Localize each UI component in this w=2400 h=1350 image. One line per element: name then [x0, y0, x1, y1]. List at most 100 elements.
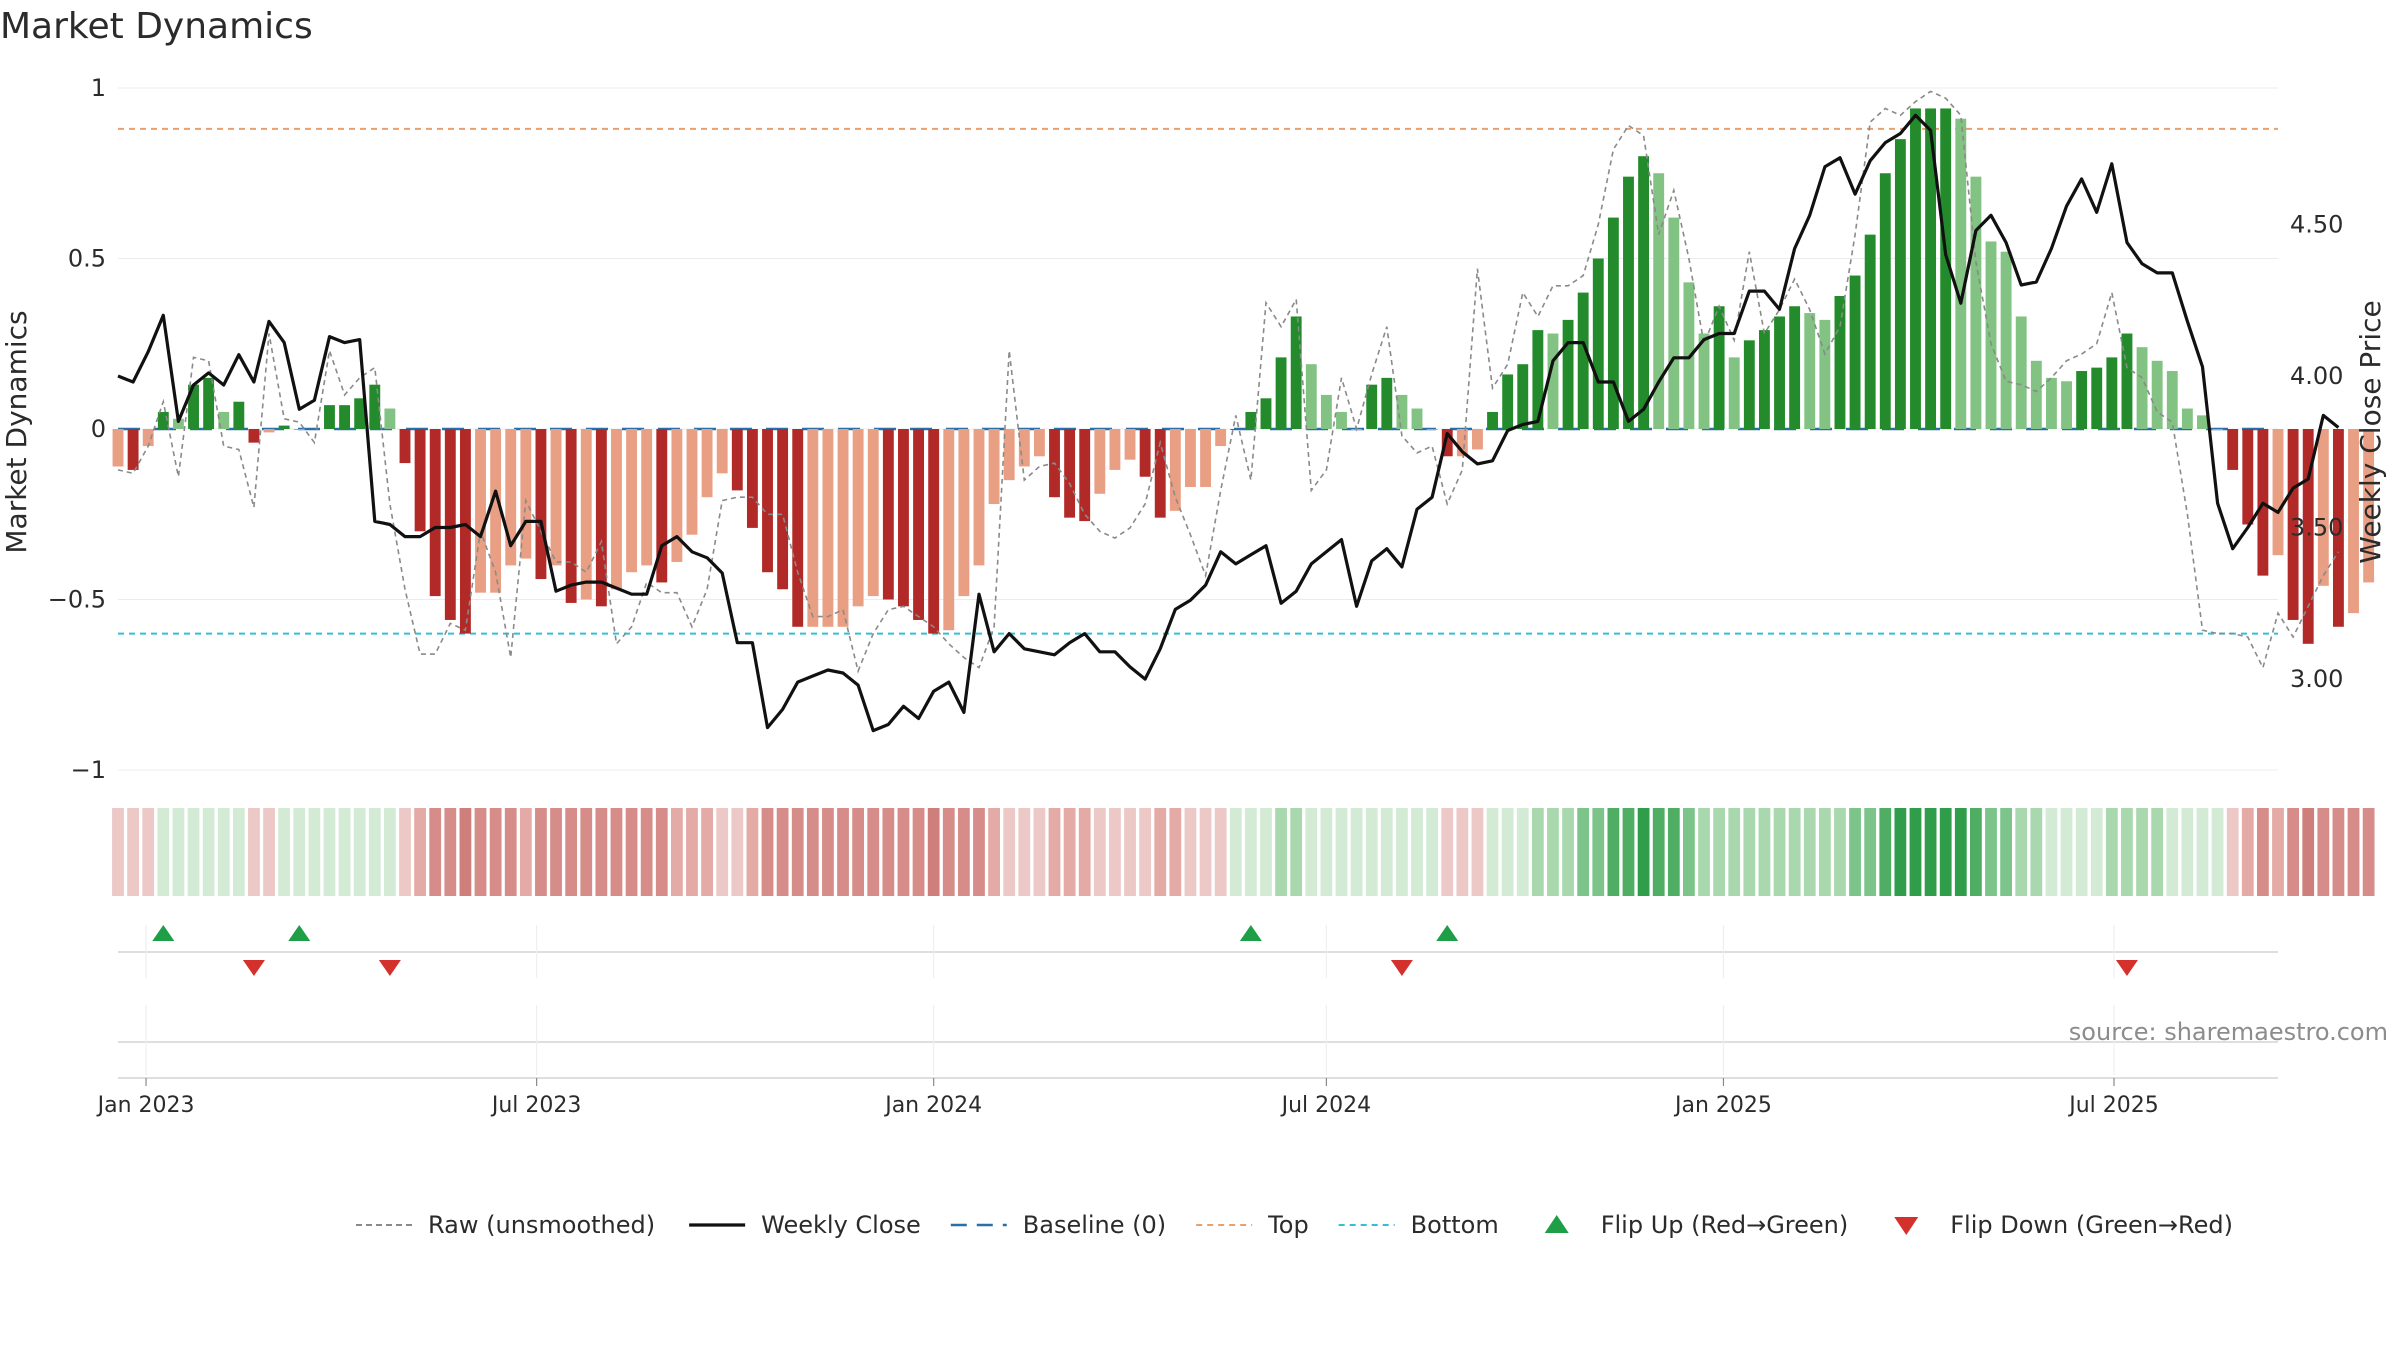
bar — [475, 429, 486, 593]
bar — [1517, 364, 1529, 429]
heat-cell — [504, 808, 517, 896]
bar — [278, 425, 290, 429]
bar — [913, 429, 924, 620]
bar — [686, 429, 698, 535]
bar — [1320, 394, 1332, 429]
heat-cell — [1773, 808, 1786, 896]
bar — [2363, 429, 2375, 583]
flip-down-marker — [242, 960, 265, 976]
heat-cell — [1244, 808, 1257, 896]
heat-cell — [1577, 808, 1590, 896]
bar — [1653, 173, 1665, 429]
heat-cell — [1199, 808, 1212, 896]
bar — [611, 429, 622, 590]
heat-cell — [1154, 808, 1167, 896]
bar — [414, 429, 426, 532]
heat-cell — [776, 808, 789, 896]
bar — [1290, 316, 1302, 429]
heat-cell — [1683, 808, 1695, 896]
heat-cell — [565, 808, 578, 896]
legend-label: Flip Up (Red→Green) — [1601, 1211, 1849, 1239]
heat-cell — [701, 808, 713, 896]
weekly-close-line — [117, 113, 2340, 733]
heat-cell — [1396, 808, 1408, 896]
bar — [852, 429, 864, 607]
heat-cell — [1335, 808, 1348, 896]
heat-cell — [127, 808, 139, 896]
heat-cell — [293, 808, 306, 896]
source-note: source: sharemaestro.com — [2069, 1018, 2388, 1046]
heat-cell — [1260, 808, 1272, 896]
bar — [2348, 429, 2359, 614]
heat-cell — [1426, 808, 1439, 896]
heat-cell — [1290, 808, 1303, 896]
bar — [822, 429, 834, 627]
bar — [2302, 429, 2314, 644]
bar — [218, 411, 230, 429]
heat-cell — [1879, 808, 1892, 896]
heat-cell — [1924, 808, 1937, 896]
heat-cell — [1728, 808, 1741, 896]
heat-cell — [1471, 808, 1484, 896]
left-tick-label: −1 — [71, 756, 106, 784]
bar — [882, 429, 894, 600]
bar — [2136, 347, 2148, 429]
heat-cell — [1078, 808, 1091, 896]
heat-cell — [1622, 808, 1635, 896]
heat-cell — [867, 808, 880, 896]
bar — [490, 429, 502, 593]
heat-cell — [1939, 808, 1952, 896]
bar — [807, 429, 819, 627]
bar — [1985, 241, 1997, 429]
left-axis: 1 0.5 0 −0.5 −1 — [48, 74, 106, 784]
heat-cell — [2166, 808, 2179, 896]
date-tick-label: Jul 2024 — [1280, 1093, 1372, 1118]
heat-cell — [1033, 808, 1046, 896]
heat-cell — [1894, 808, 1907, 896]
heat-cell — [1124, 808, 1136, 896]
heat-cell — [1758, 808, 1771, 896]
heat-cell — [157, 808, 170, 896]
heat-cell — [172, 808, 185, 896]
bar — [459, 429, 471, 634]
left-tick-label: 0 — [91, 415, 106, 443]
heat-cell — [474, 808, 487, 896]
bar — [2030, 360, 2042, 429]
bar — [1774, 316, 1785, 429]
bar — [339, 405, 351, 429]
bar — [792, 429, 804, 627]
bar — [308, 429, 320, 430]
heat-cell — [2196, 808, 2209, 896]
heat-cell — [1607, 808, 1620, 896]
bar — [1910, 108, 1921, 430]
bar — [565, 429, 577, 603]
bar — [2076, 371, 2088, 429]
heat-cell — [912, 808, 925, 896]
heat-cell — [2045, 808, 2058, 896]
heat-cell — [640, 808, 653, 896]
bar — [203, 377, 215, 429]
heat-cell — [580, 808, 593, 896]
heat-cell — [1970, 808, 1982, 896]
flip-up-marker — [1239, 925, 1262, 941]
heat-cell — [1003, 808, 1016, 896]
bar — [535, 429, 547, 580]
bar — [1109, 429, 1121, 470]
heat-cell — [1093, 808, 1106, 896]
heat-cell — [610, 808, 623, 896]
bar — [1456, 429, 1468, 457]
heat-cell — [746, 808, 759, 896]
heat-cell — [1909, 808, 1922, 896]
heat-cell — [2287, 808, 2299, 896]
heat-cell — [1698, 808, 1710, 896]
heat-cell — [806, 808, 819, 896]
bar — [293, 429, 305, 430]
date-tick-label: Jan 2024 — [883, 1093, 982, 1118]
bar — [1623, 176, 1634, 429]
bar — [762, 429, 773, 573]
heat-cell — [459, 808, 472, 896]
heat-cell — [2211, 808, 2224, 896]
bar — [1094, 429, 1106, 494]
heat-cell — [686, 808, 698, 896]
heat-cell — [2121, 808, 2133, 896]
